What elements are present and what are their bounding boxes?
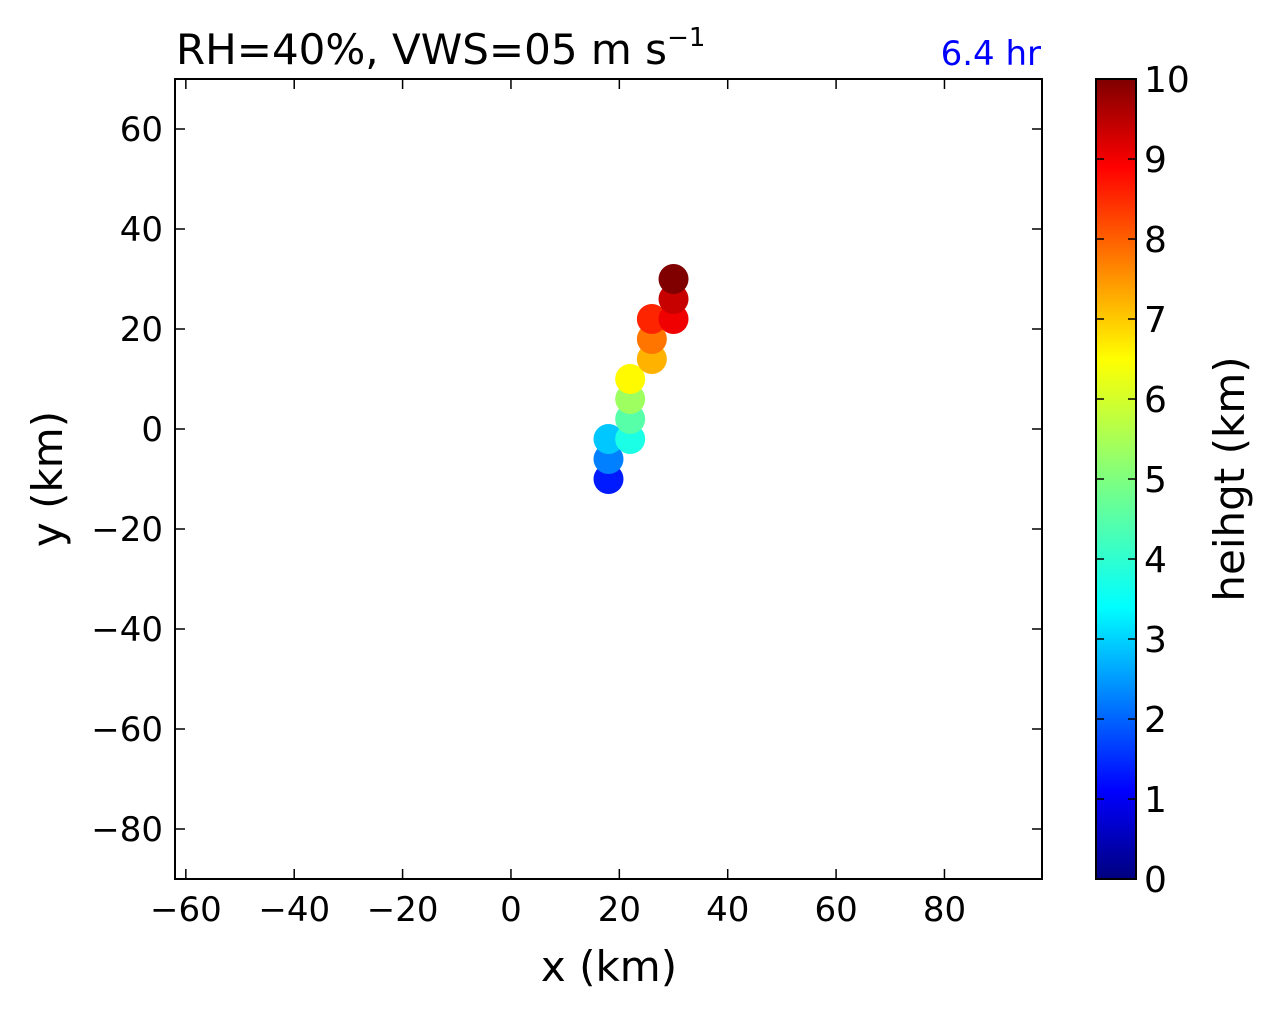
- x-axis-label: x (km): [541, 942, 677, 991]
- title-superscript: −1: [667, 23, 705, 53]
- colorbar-tick-label: 0: [1144, 860, 1167, 901]
- chart-title: RH=40%, VWS=05 m s−1: [176, 23, 705, 74]
- colorbar-tick-label: 5: [1144, 460, 1167, 501]
- colorbar-tick-label: 2: [1144, 700, 1167, 741]
- colorbar-tick-label: 3: [1144, 620, 1167, 661]
- data-point: [636, 304, 667, 334]
- data-point: [615, 364, 646, 394]
- y-tick-label: −80: [91, 810, 163, 850]
- data-points: [593, 264, 689, 494]
- data-point: [593, 424, 624, 454]
- colorbar-label: heihgt (km): [1205, 356, 1254, 601]
- x-tick-label: 0: [500, 890, 522, 930]
- colorbar-tick-label: 6: [1144, 380, 1167, 421]
- x-ticks: −60 −40 −20 0 20 40 60 80: [150, 79, 966, 930]
- time-label: 6.4 hr: [941, 34, 1041, 74]
- colorbar-tick-label: 4: [1144, 540, 1167, 581]
- colorbar-tick-label: 10: [1144, 60, 1190, 101]
- y-axis-label: y (km): [23, 411, 72, 547]
- y-tick-label: −40: [91, 610, 163, 650]
- x-tick-label: 80: [923, 890, 966, 930]
- x-tick-label: 20: [598, 890, 641, 930]
- x-tick-label: −20: [367, 890, 439, 930]
- x-tick-label: −60: [150, 890, 222, 930]
- x-tick-label: 60: [814, 890, 857, 930]
- x-tick-label: 40: [706, 890, 749, 930]
- colorbar-tick-label: 9: [1144, 140, 1167, 181]
- x-tick-label: −40: [258, 890, 330, 930]
- y-tick-label: 60: [120, 110, 163, 150]
- colorbar-tick-label: 7: [1144, 300, 1167, 341]
- y-tick-label: 20: [120, 310, 163, 350]
- y-ticks: 60 40 20 0 −20 −40 −60 −80: [91, 110, 1042, 850]
- y-tick-label: −20: [91, 510, 163, 550]
- data-point: [658, 264, 689, 294]
- colorbar-ticks: 0 1 2 3 4 5 6 7 8 9 10: [1096, 60, 1190, 901]
- colorbar-tick-label: 1: [1144, 780, 1167, 821]
- y-tick-label: 0: [141, 410, 163, 450]
- y-tick-label: −60: [91, 710, 163, 750]
- y-tick-label: 40: [120, 210, 163, 250]
- colorbar-tick-label: 8: [1144, 220, 1167, 261]
